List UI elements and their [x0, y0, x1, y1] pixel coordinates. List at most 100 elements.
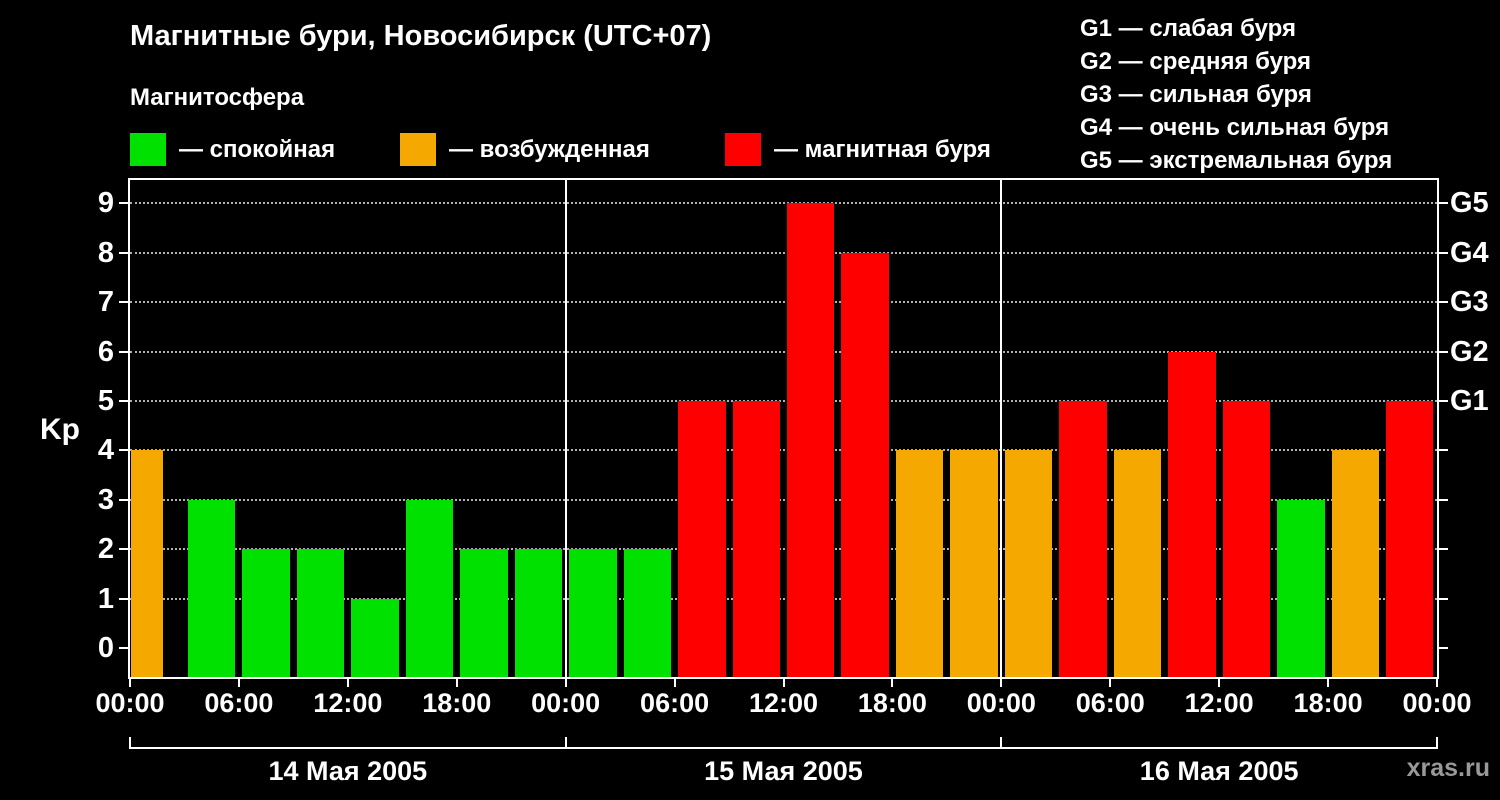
legend-color-swatch: [400, 133, 436, 166]
date-axis-line: [130, 747, 1437, 749]
x-axis-tick: [673, 679, 676, 687]
x-axis-tick: [237, 679, 240, 687]
y-axis-tick: [119, 251, 128, 254]
grid-line: [130, 301, 1437, 304]
storm-scale-item: G5 — экстремальная буря: [1080, 147, 1393, 174]
storm-scale-item: G3 — сильная буря: [1080, 81, 1312, 108]
y-axis-tick-label: 6: [97, 335, 114, 368]
y-axis-tick-right: [1439, 251, 1448, 254]
legend-label: — магнитная буря: [774, 135, 991, 163]
grid-line: [130, 597, 1437, 600]
y-axis-tick-label: 1: [97, 582, 114, 615]
y-axis-tick-label: 9: [97, 187, 114, 220]
date-label: 14 Мая 2005: [268, 756, 428, 786]
x-axis-tick-label: 18:00: [1293, 688, 1363, 718]
y-axis-title: Kp: [40, 413, 80, 446]
kp-bar: [950, 450, 998, 677]
grid-line: [130, 400, 1437, 402]
grid-line: [130, 251, 1437, 254]
y-axis-tick-right: [1439, 400, 1448, 402]
y-axis-tick-right: [1439, 597, 1448, 600]
y-axis-tick-label: 0: [97, 632, 114, 664]
y-axis-tick: [119, 400, 128, 402]
x-axis-tick-label: 12:00: [1184, 688, 1254, 718]
kp-bar: [1331, 450, 1380, 677]
x-axis-tick-label: 00:00: [966, 688, 1036, 718]
x-axis-tick-label: 18:00: [422, 688, 492, 718]
date-axis-tick: [1436, 737, 1438, 749]
x-axis-tick: [455, 679, 458, 687]
y-axis-tick-right: [1439, 548, 1448, 551]
legend: — спокойная — возбужденная — магнитная бур…: [0, 133, 1500, 173]
x-axis-tick-label: 06:00: [1075, 688, 1145, 718]
y-axis-tick-right: [1439, 647, 1448, 649]
y-axis-tick-label: 2: [97, 533, 114, 566]
day-divider-line: [1000, 180, 1003, 677]
y-axis-tick-right: [1439, 202, 1448, 205]
date-label: 16 Мая 2005: [1139, 756, 1299, 786]
plot-area: [128, 178, 1439, 679]
y-axis-tick-label: 3: [97, 483, 114, 516]
x-axis-tick: [1327, 679, 1330, 687]
x-axis-tick: [1000, 679, 1003, 687]
day-divider-line: [564, 180, 567, 677]
x-axis-tick: [346, 679, 349, 687]
x-axis-tick: [1218, 679, 1221, 687]
plot-inner: [130, 180, 1437, 677]
x-axis-tick-label: 00:00: [95, 688, 165, 718]
x-axis-tick-label: 00:00: [531, 688, 601, 718]
y-axis-tick: [119, 350, 128, 353]
legend-color-swatch: [725, 133, 761, 166]
date-axis-tick: [1000, 737, 1003, 749]
grid-line: [130, 350, 1437, 353]
kp-bar: [895, 450, 944, 677]
x-axis-tick-label: 12:00: [748, 688, 819, 718]
legend-label: — возбужденная: [449, 135, 650, 163]
y-axis-tick-right: [1439, 498, 1448, 501]
kp-bar: [787, 203, 835, 677]
kp-bar: [1004, 450, 1053, 677]
x-axis-tick: [1109, 679, 1112, 687]
kp-bar: [1113, 450, 1162, 677]
kp-bar: [131, 450, 163, 677]
x-axis-tick: [564, 679, 567, 687]
date-axis-tick: [129, 737, 131, 749]
x-axis-tick: [129, 679, 131, 687]
storm-scale-item: G1 — слабая буря: [1080, 15, 1297, 42]
y-axis-tick: [119, 647, 128, 649]
x-axis-tick: [891, 679, 894, 687]
y-axis-tick: [119, 498, 128, 501]
x-axis-tick: [782, 679, 785, 687]
x-axis-tick-label: 00:00: [1402, 688, 1472, 718]
legend-item: — спокойная: [130, 133, 335, 166]
legend-item: — возбужденная: [400, 133, 650, 166]
watermark: xras.ru: [1406, 754, 1490, 782]
y-axis-tick-label: 7: [97, 286, 114, 319]
grid-line: [130, 498, 1437, 501]
kp-bar: [1059, 401, 1107, 677]
y-axis-tick: [119, 202, 128, 205]
legend-label: — спокойная: [179, 135, 336, 163]
g-scale-tick-label: G4: [1450, 236, 1489, 269]
storm-scale-item: G4 — очень сильная буря: [1080, 114, 1390, 141]
kp-bar: [569, 549, 617, 677]
g-scale-tick-label: G1: [1450, 385, 1489, 417]
y-axis-tick: [119, 301, 128, 304]
g-scale-tick-label: G3: [1450, 286, 1489, 319]
kp-bar: [1386, 401, 1434, 677]
kp-bar: [1168, 351, 1216, 677]
kp-bar: [242, 549, 290, 677]
y-axis-tick-right: [1439, 449, 1448, 452]
y-axis-tick-right: [1439, 301, 1448, 304]
date-axis-tick: [564, 737, 567, 749]
kp-bar: [1222, 401, 1271, 677]
kp-bar: [296, 549, 345, 677]
y-axis-tick: [119, 597, 128, 600]
y-axis-tick: [119, 449, 128, 452]
y-axis-tick-right: [1439, 350, 1448, 353]
x-axis-tick-label: 06:00: [640, 688, 710, 718]
magnetosphere-label: Магнитосфера: [130, 84, 305, 111]
legend-color-swatch: [130, 133, 166, 166]
kp-bar: [405, 499, 454, 677]
